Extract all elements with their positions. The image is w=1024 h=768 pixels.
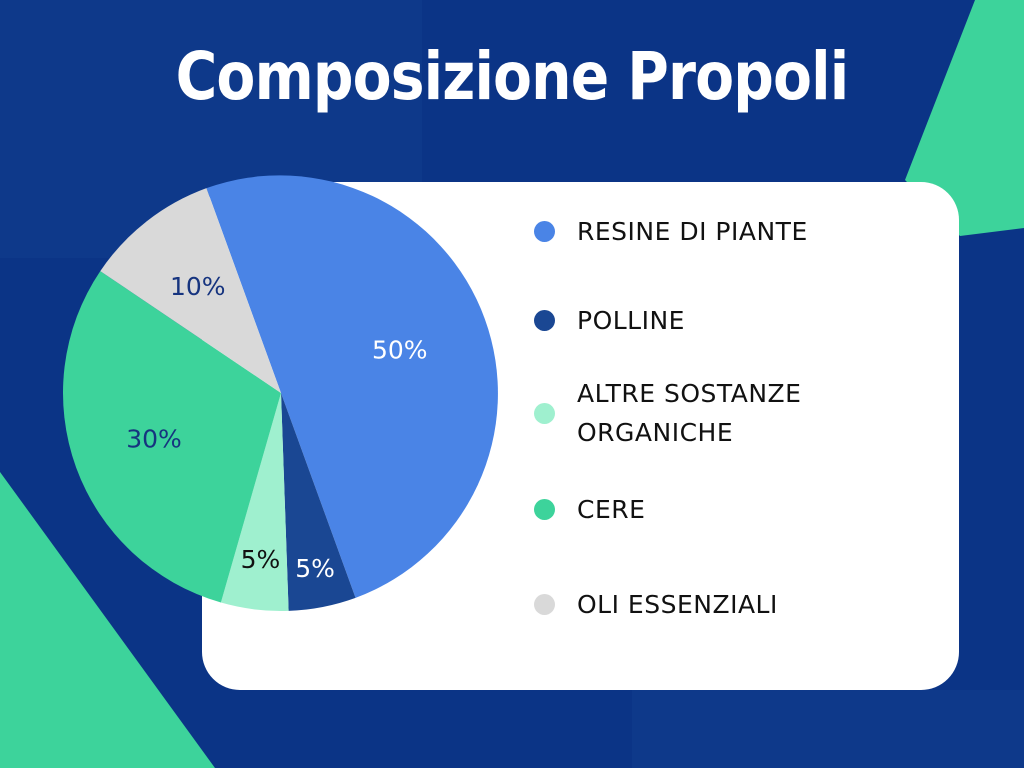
pie-slice-altre-sostanze	[220, 393, 289, 612]
data-label-cere: 30%	[126, 425, 182, 454]
data-label-polline: 5%	[295, 554, 335, 583]
legend-label: CERE	[577, 495, 646, 524]
legend-label: RESINE DI PIANTE	[577, 217, 808, 246]
data-label-resine: 50%	[372, 335, 428, 364]
legend-swatch	[534, 310, 555, 331]
legend-item-altre-sostanze: ALTRE SOSTANZE ORGANICHE	[534, 374, 847, 452]
page-title: Composizione Propoli	[175, 38, 850, 115]
legend-item-resine: RESINE DI PIANTE	[534, 212, 847, 251]
pie-slice-oli-essenziali	[100, 188, 282, 393]
legend-label: ALTRE SOSTANZE ORGANICHE	[577, 379, 802, 447]
data-label-oli-essenziali: 10%	[170, 272, 226, 301]
legend-swatch	[534, 221, 555, 242]
legend-label: OLI ESSENZIALI	[577, 590, 778, 619]
legend-swatch	[534, 594, 555, 615]
legend-swatch	[534, 499, 555, 520]
legend-item-oli-essenziali: OLI ESSENZIALI	[534, 585, 847, 624]
legend-item-cere: CERE	[534, 490, 847, 529]
pie-slice-cere	[62, 271, 282, 603]
data-label-altre-sostanze: 5%	[241, 545, 281, 574]
legend-swatch	[534, 402, 555, 424]
pie-slice-polline	[281, 393, 356, 611]
legend-label: POLLINE	[577, 306, 685, 335]
legend-item-polline: POLLINE	[534, 301, 847, 340]
pie-slice-resine	[206, 175, 498, 598]
